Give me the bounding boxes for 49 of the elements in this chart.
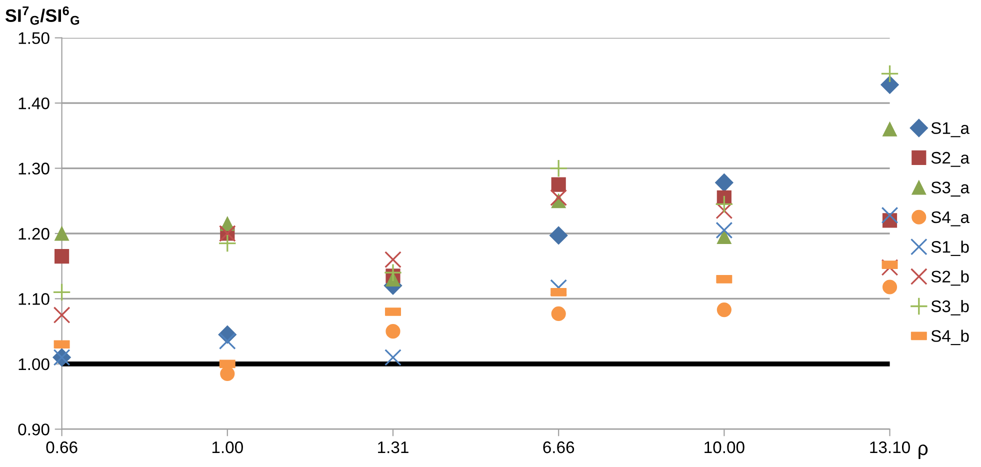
point — [54, 249, 70, 264]
point — [716, 302, 732, 318]
legend-label: S1_a — [931, 122, 970, 138]
y-tick-label: 1.00 — [18, 358, 50, 370]
point — [218, 332, 236, 350]
legend-label: S2_b — [931, 270, 969, 286]
legend-label: S1_b — [931, 240, 969, 256]
y-tick-label: 1.50 — [18, 32, 50, 44]
point — [549, 159, 568, 178]
y-tick-label: 1.10 — [18, 293, 50, 305]
y-tick-label: 1.30 — [18, 162, 50, 174]
point — [549, 226, 568, 245]
point — [384, 251, 402, 268]
point — [384, 263, 402, 282]
x-tick-label: 6.66 — [543, 441, 574, 454]
legend-label: S4_a — [931, 211, 970, 226]
y-tick-label: 1.40 — [18, 97, 50, 110]
legend-label: S4_b — [931, 330, 969, 346]
legend-label: S2_a — [931, 152, 970, 167]
point — [551, 306, 566, 322]
point — [880, 64, 899, 83]
x-tick-label: 0.66 — [46, 441, 78, 454]
y-tick-label: 0.90 — [18, 424, 50, 436]
point — [882, 122, 898, 136]
point — [218, 234, 237, 252]
point — [384, 348, 402, 366]
x-tick-label: 1.00 — [212, 441, 243, 454]
point — [716, 222, 733, 239]
point — [882, 280, 898, 294]
point — [53, 306, 70, 324]
x-tick-label: 10.00 — [704, 441, 744, 454]
point — [551, 177, 566, 192]
x-tick-label: 1.31 — [378, 441, 408, 454]
point — [715, 194, 734, 214]
point — [54, 226, 70, 241]
point — [550, 189, 568, 206]
x-axis-title: ρ — [918, 444, 928, 460]
y-tick-label: 1.20 — [18, 228, 50, 240]
point — [386, 324, 400, 339]
x-tick-label: 13.10 — [870, 441, 910, 454]
point — [714, 173, 734, 192]
point — [880, 76, 899, 94]
legend-label: S3_a — [931, 182, 970, 197]
point — [881, 206, 898, 224]
point — [716, 202, 733, 220]
legend-label: S3_b — [931, 300, 969, 316]
point — [220, 366, 235, 382]
point — [52, 283, 71, 302]
chart-title: SI$^{7}$$_{G}$/SI$^{6}$$_{G}$ — [5, 6, 80, 25]
